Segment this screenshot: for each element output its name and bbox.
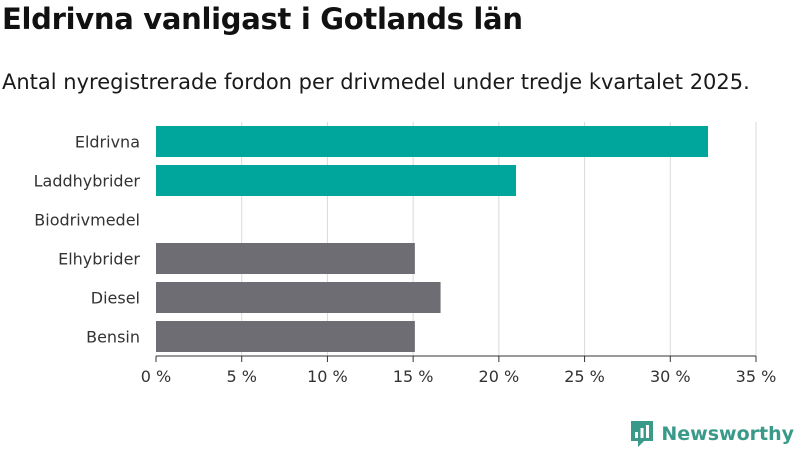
chart-title: Eldrivna vanligast i Gotlands län bbox=[2, 2, 523, 36]
x-tick-label: 0 % bbox=[141, 367, 171, 386]
x-tick-label: 10 % bbox=[307, 367, 348, 386]
bar bbox=[156, 321, 415, 352]
category-label: Diesel bbox=[91, 289, 140, 308]
category-label: Elhybrider bbox=[58, 250, 140, 269]
bar-chart: Eldrivna Laddhybrider Biodrivmedel Elhybrid… bbox=[34, 122, 777, 386]
newsworthy-brand: Newsworthy bbox=[629, 418, 794, 450]
brand-name: Newsworthy bbox=[661, 423, 794, 445]
x-tick-label: 30 % bbox=[650, 367, 691, 386]
category-label: Eldrivna bbox=[75, 133, 140, 152]
x-tick-label: 35 % bbox=[736, 367, 777, 386]
bar bbox=[156, 165, 516, 196]
bar bbox=[156, 282, 441, 313]
category-label: Bensin bbox=[86, 328, 140, 347]
bar bbox=[156, 126, 708, 157]
x-tick-label: 25 % bbox=[564, 367, 605, 386]
category-label: Laddhybrider bbox=[34, 172, 141, 191]
x-tick-label: 20 % bbox=[479, 367, 520, 386]
x-tick-label: 15 % bbox=[393, 367, 434, 386]
newsworthy-logo-icon bbox=[631, 421, 654, 447]
x-tick-label: 5 % bbox=[226, 367, 256, 386]
bar bbox=[156, 243, 415, 274]
chart-subtitle: Antal nyregistrerade fordon per drivmede… bbox=[2, 70, 750, 94]
category-label: Biodrivmedel bbox=[34, 211, 140, 230]
